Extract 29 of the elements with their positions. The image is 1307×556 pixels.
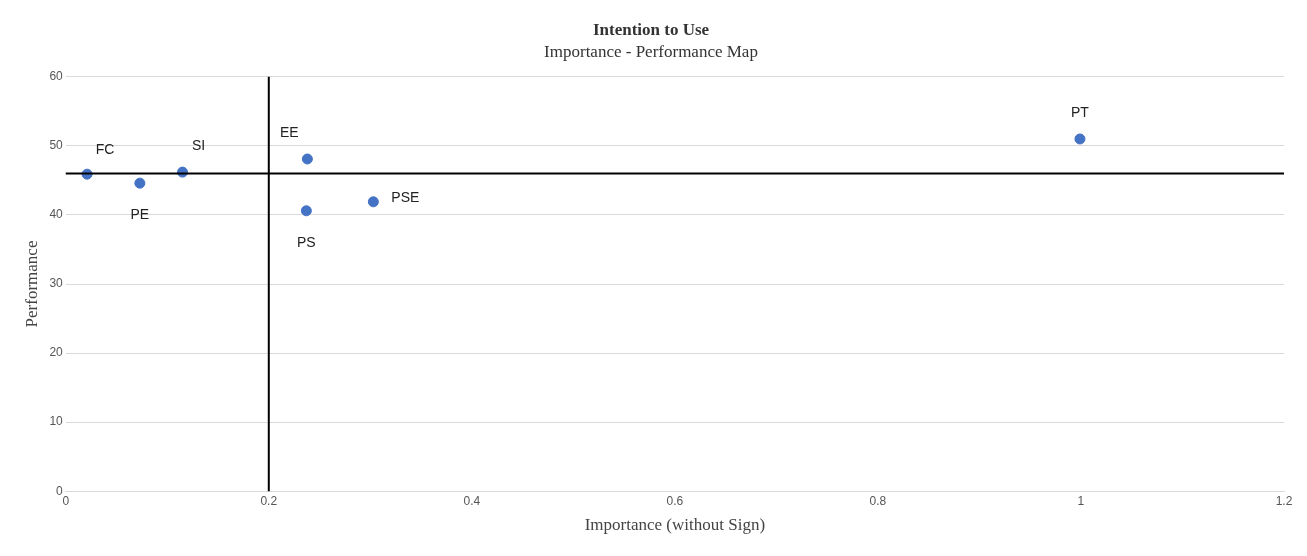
y-axis-title: Performance [21,240,41,328]
point [367,196,379,208]
annotation: PSE [391,188,420,205]
x-tick-label: 0.6 [666,493,684,508]
chart-subtitle: Importance - Performance Map [544,42,758,62]
x-tick-label: 0.8 [869,493,887,508]
point [300,205,312,217]
annotation: FC [95,141,115,158]
x-tick-label: 1 [1077,493,1085,508]
point [301,153,313,165]
x-tick-label: 0.2 [260,493,278,508]
y-tick-label: 40 [49,207,64,222]
annotation: SI [191,136,206,153]
y-tick-label: 20 [49,345,64,360]
point [134,177,146,189]
point [1074,133,1086,145]
y-tick-label: 30 [49,276,64,291]
annotation: EE [280,123,299,140]
chart-title: Intention to Use [592,19,710,39]
y-tick-label: 60 [49,69,64,84]
x-axis-title: Importance (without Sign) [584,515,766,535]
x-tick-label: 0.4 [463,493,481,508]
y-tick-label: 50 [49,138,64,153]
annotation: PT [1071,103,1090,120]
x-tick-label: 1.2 [1275,493,1293,508]
y-tick-label: 10 [49,414,64,429]
annotation: PE [130,206,150,223]
y-tick-label: 0 [56,483,64,498]
annotation: PS [297,233,316,250]
